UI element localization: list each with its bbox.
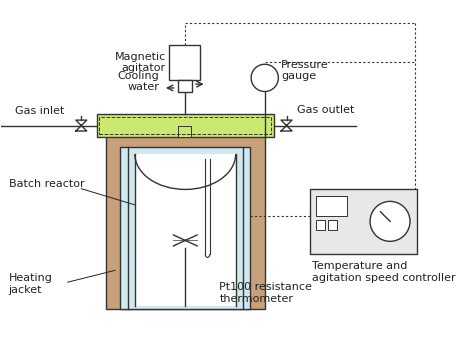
Bar <box>178 80 192 92</box>
Bar <box>328 220 337 230</box>
Bar <box>100 117 271 134</box>
Circle shape <box>370 201 410 241</box>
Bar <box>106 132 264 310</box>
Text: Pt100 resistance
thermometer: Pt100 resistance thermometer <box>219 282 312 304</box>
Bar <box>135 154 236 306</box>
Text: Batch reactor: Batch reactor <box>9 179 84 189</box>
Bar <box>169 45 200 80</box>
Text: Gas outlet: Gas outlet <box>297 105 355 115</box>
Text: Heating
jacket: Heating jacket <box>9 273 53 295</box>
Circle shape <box>251 64 278 92</box>
Text: Gas inlet: Gas inlet <box>15 106 64 117</box>
Bar <box>97 114 274 137</box>
Text: Magnetic
agitator: Magnetic agitator <box>115 52 166 73</box>
Text: Temperature and
agitation speed controller: Temperature and agitation speed controll… <box>312 261 456 283</box>
Text: Pressure
gauge: Pressure gauge <box>281 60 328 81</box>
Bar <box>120 147 250 310</box>
Bar <box>310 189 417 254</box>
Bar <box>179 126 191 137</box>
Bar <box>316 196 347 216</box>
Bar <box>316 220 325 230</box>
Text: Cooling
water: Cooling water <box>118 71 159 92</box>
